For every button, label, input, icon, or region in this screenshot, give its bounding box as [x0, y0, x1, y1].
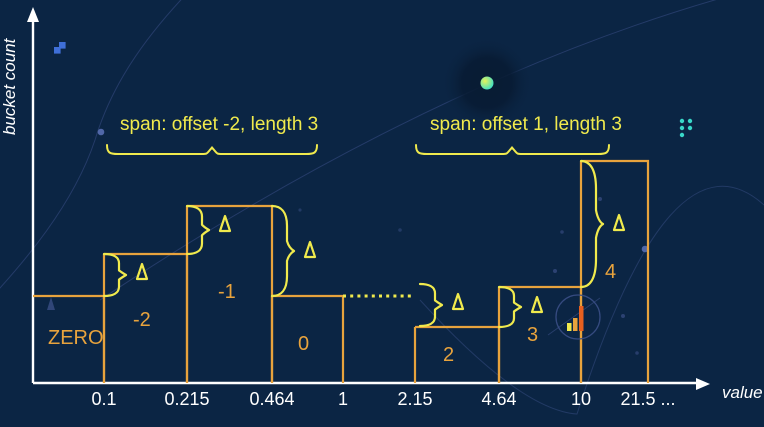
svg-text:0.464: 0.464 [249, 389, 294, 409]
svg-text:0.1: 0.1 [91, 389, 116, 409]
svg-text:0: 0 [298, 333, 309, 355]
svg-text:value: value [722, 383, 763, 402]
svg-text:2: 2 [443, 344, 454, 366]
svg-text:span: offset 1, length 3: span: offset 1, length 3 [430, 114, 622, 135]
svg-text:0.215: 0.215 [164, 389, 209, 409]
svg-text:ZERO: ZERO [48, 327, 104, 349]
svg-text:10: 10 [571, 389, 591, 409]
svg-text:span: offset -2, length 3: span: offset -2, length 3 [120, 114, 318, 135]
svg-text:2.15: 2.15 [397, 389, 432, 409]
svg-text:1: 1 [338, 389, 348, 409]
svg-text:-2: -2 [133, 309, 151, 331]
svg-text:-1: -1 [218, 281, 236, 303]
svg-text:bucket count: bucket count [0, 37, 19, 135]
svg-text:21.5 ...: 21.5 ... [620, 389, 675, 409]
svg-text:3: 3 [527, 324, 538, 346]
svg-text:4.64: 4.64 [481, 389, 516, 409]
svg-text:4: 4 [605, 261, 616, 283]
